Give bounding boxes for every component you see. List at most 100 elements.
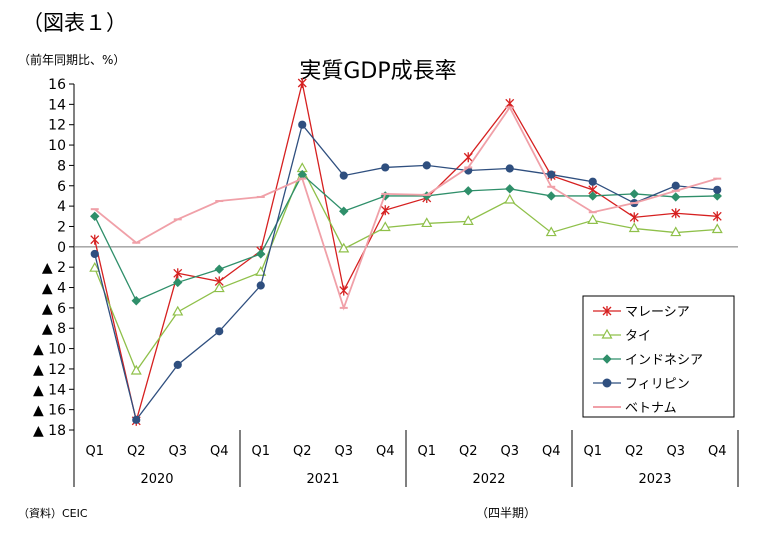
x-tick-label: Q4 (376, 444, 395, 459)
marker-triangle (587, 214, 599, 224)
marker-diamond (131, 296, 141, 306)
y-tick-label: ▲ 18 (33, 423, 66, 439)
year-label: 2021 (306, 472, 339, 487)
marker-circle (547, 170, 556, 179)
marker-triangle (628, 222, 640, 233)
figure-label: （図表１） (22, 11, 127, 35)
x-tick-label: Q4 (210, 444, 229, 459)
marker-asterisk (90, 234, 100, 245)
x-tick-label: Q3 (500, 444, 519, 459)
marker-triangle (504, 193, 516, 204)
chart-title: 実質GDP成長率 (299, 59, 456, 84)
marker-circle (505, 164, 514, 173)
x-axis-note: （四半期） (476, 506, 536, 520)
x-tick-label: Q4 (542, 444, 561, 459)
marker-circle (713, 185, 722, 194)
marker-triangle (213, 282, 225, 293)
marker-triangle (89, 261, 101, 272)
marker-asterisk (629, 212, 639, 223)
marker-diamond (712, 191, 722, 201)
y-tick-label: 8 (57, 158, 66, 174)
marker-circle (588, 177, 597, 186)
marker-diamond (588, 191, 598, 201)
series-line (94, 166, 718, 373)
x-tick-label: Q2 (293, 444, 312, 459)
x-tick-label: Q2 (625, 444, 644, 459)
x-tick-label: Q3 (334, 444, 353, 459)
marker-diamond (173, 277, 183, 288)
marker-diamond (463, 186, 473, 196)
series-line (94, 173, 718, 302)
y-tick-label: 12 (48, 118, 66, 134)
y-tick-label: 6 (57, 179, 66, 195)
marker-asterisk (712, 211, 722, 222)
marker-circle (298, 120, 307, 129)
marker-triangle (421, 217, 433, 228)
x-tick-label: Q1 (85, 444, 104, 459)
marker-asterisk (339, 285, 349, 296)
marker-diamond (629, 189, 639, 199)
x-tick-label: Q3 (666, 444, 685, 459)
legend-item: ベトナム (593, 401, 677, 416)
y-tick-label: 16 (48, 77, 66, 93)
legend-item: フィリピン (593, 377, 690, 392)
marker-triangle (255, 266, 267, 276)
marker-diamond (256, 249, 266, 259)
marker-circle (215, 327, 224, 336)
legend-item: マレーシア (593, 305, 690, 320)
marker-asterisk (297, 77, 307, 88)
series-4 (90, 120, 722, 424)
marker-circle (602, 378, 612, 388)
marker-triangle (711, 223, 723, 234)
legend-label: タイ (625, 329, 651, 344)
x-tick-label: Q4 (708, 444, 727, 459)
y-tick-label: ▲ 14 (33, 382, 66, 398)
y-tick-label: ▲ 16 (33, 403, 66, 419)
x-tick-label: Q1 (251, 444, 270, 459)
marker-diamond (602, 354, 612, 364)
x-tick-label: Q2 (127, 444, 146, 459)
marker-circle (132, 415, 141, 424)
marker-triangle (130, 364, 142, 375)
legend-item: タイ (593, 328, 651, 344)
marker-circle (339, 171, 348, 180)
year-label: 2023 (638, 472, 671, 487)
y-tick-label: ▲ 4 (42, 281, 66, 297)
x-tick-label: Q1 (583, 444, 602, 459)
legend-item: インドネシア (593, 353, 703, 368)
marker-diamond (505, 184, 515, 194)
marker-asterisk (671, 208, 681, 219)
x-tick-label: Q2 (459, 444, 478, 459)
legend-label: フィリピン (625, 377, 690, 392)
marker-asterisk (602, 306, 612, 316)
y-tick-label: 4 (57, 199, 66, 215)
marker-circle (381, 163, 390, 172)
y-tick-label: ▲ 6 (42, 301, 66, 317)
y-tick-label: 0 (57, 240, 66, 256)
marker-diamond (90, 211, 100, 222)
unit-label: （前年同期比、%） (18, 52, 125, 67)
source-note: （資料）CEIC (18, 506, 88, 520)
series-line (94, 105, 718, 311)
marker-triangle (462, 215, 474, 225)
marker-triangle (379, 221, 391, 232)
marker-asterisk (463, 152, 473, 163)
series-3 (90, 169, 722, 306)
y-tick-label: 10 (48, 138, 66, 154)
series-2 (89, 162, 723, 375)
axes: 16 14 12 10 8 6 4 2 0 ▲ 2 ▲ 4 ▲ 6 ▲ 8 ▲ 10 ▲ 12 ▲ 14 ▲ 1… (33, 77, 739, 487)
legend-label: インドネシア (625, 353, 703, 368)
marker-diamond (339, 206, 349, 216)
y-tick-label: ▲ 12 (33, 362, 66, 378)
year-label: 2020 (140, 472, 173, 487)
marker-circle (256, 281, 265, 290)
series-5 (90, 105, 722, 311)
marker-triangle (545, 226, 557, 237)
marker-circle (671, 181, 680, 190)
marker-circle (422, 161, 431, 170)
series-layer (89, 77, 723, 426)
marker-triangle (172, 305, 184, 316)
y-tick-label: 14 (48, 97, 66, 113)
